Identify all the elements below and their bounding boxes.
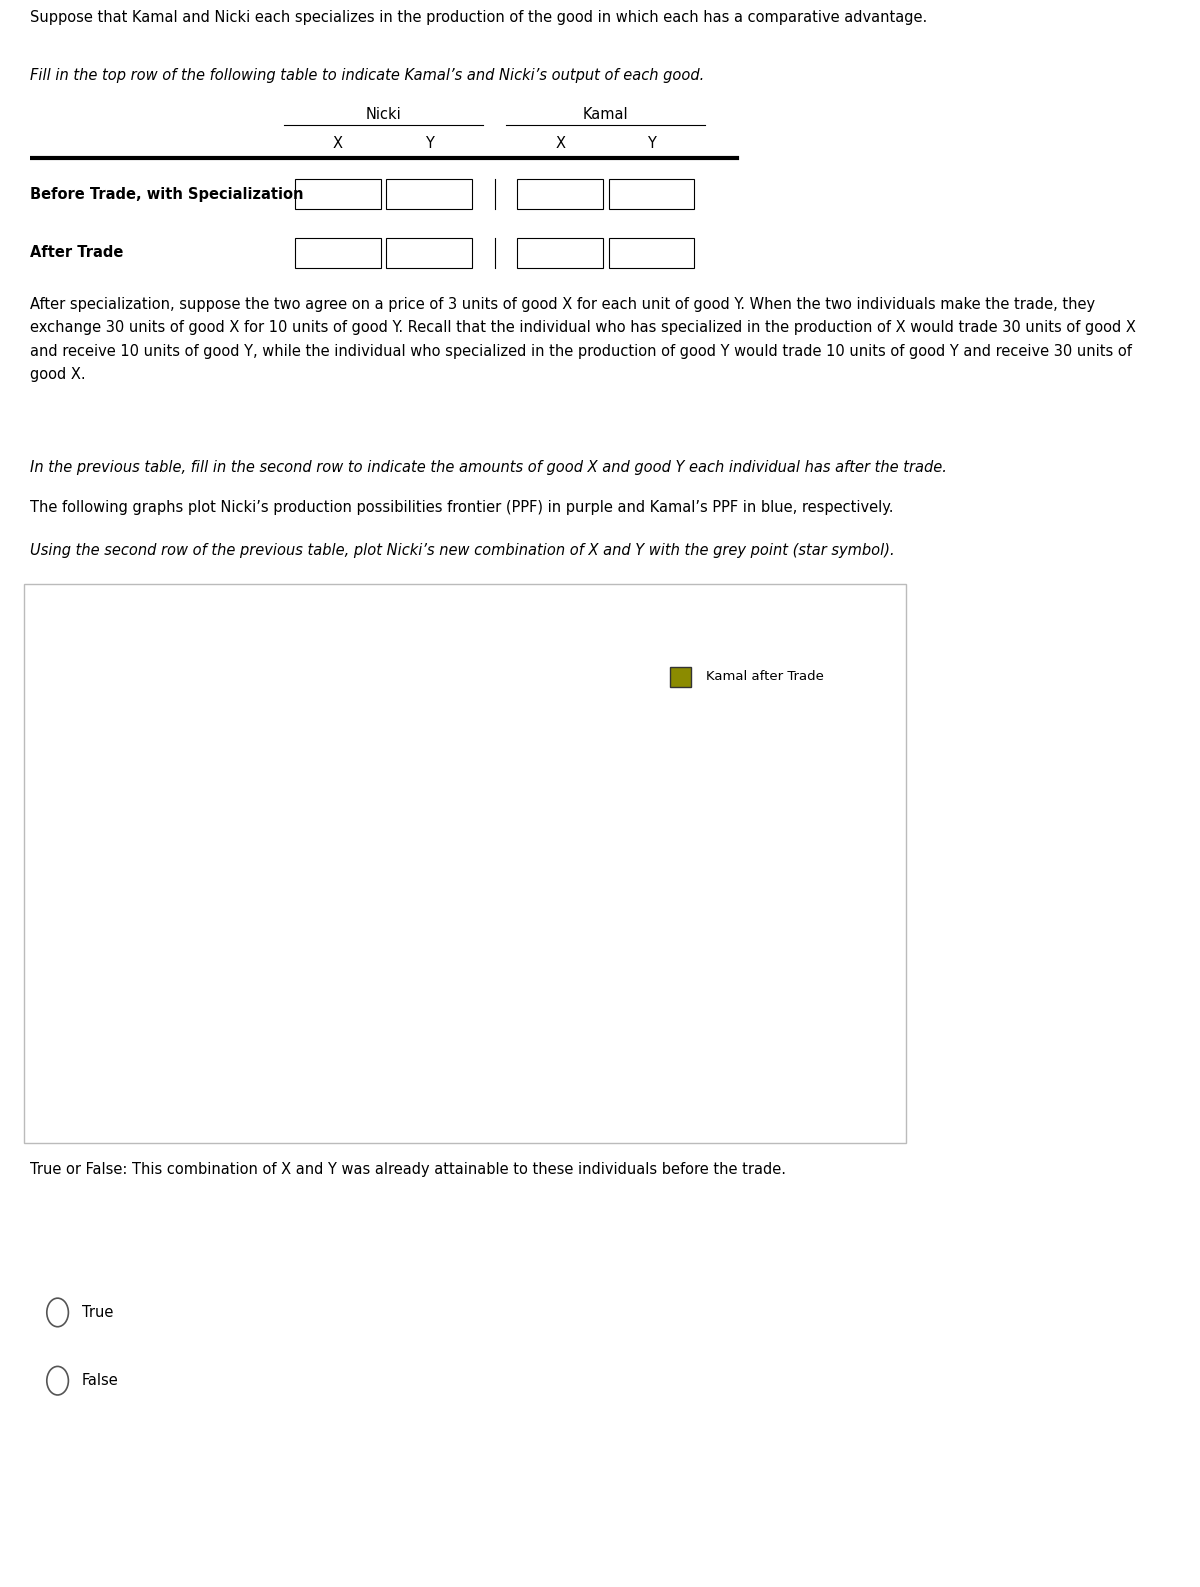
- Text: In the previous table, fill in the second row to indicate the amounts of good X : In the previous table, fill in the secon…: [30, 460, 947, 475]
- Text: Kamal: Kamal: [583, 106, 629, 122]
- Text: X: X: [556, 136, 565, 151]
- Text: Before Trade, with Specialization: Before Trade, with Specialization: [30, 187, 304, 202]
- FancyBboxPatch shape: [386, 238, 472, 268]
- Text: X: X: [332, 136, 343, 151]
- Text: After Trade: After Trade: [30, 246, 124, 260]
- Y-axis label: Y: Y: [61, 849, 70, 863]
- X-axis label: X: X: [470, 1079, 479, 1093]
- Text: Nicki: Nicki: [366, 106, 401, 122]
- Title: Kamal: Kamal: [448, 647, 502, 663]
- Text: False: False: [82, 1373, 119, 1389]
- FancyBboxPatch shape: [608, 238, 694, 268]
- Text: Kamal after Trade: Kamal after Trade: [706, 670, 823, 684]
- FancyBboxPatch shape: [517, 238, 602, 268]
- FancyBboxPatch shape: [295, 238, 380, 268]
- Text: The following graphs plot Nicki’s production possibilities frontier (PPF) in pur: The following graphs plot Nicki’s produc…: [30, 500, 894, 514]
- Text: True: True: [82, 1305, 113, 1320]
- Text: Y: Y: [425, 136, 433, 151]
- FancyBboxPatch shape: [517, 179, 602, 209]
- FancyBboxPatch shape: [295, 179, 380, 209]
- Text: After specialization, suppose the two agree on a price of 3 units of good X for : After specialization, suppose the two ag…: [30, 297, 1136, 382]
- Text: Kamal's PPF: Kamal's PPF: [110, 759, 186, 771]
- Text: Using the second row of the previous table, plot Nicki’s new combination of X an: Using the second row of the previous tab…: [30, 543, 895, 557]
- FancyBboxPatch shape: [608, 179, 694, 209]
- Text: True or False: This combination of X and Y was already attainable to these indiv: True or False: This combination of X and…: [30, 1162, 786, 1176]
- Text: Y: Y: [647, 136, 655, 151]
- Text: Fill in the top row of the following table to indicate Kamal’s and Nicki’s outpu: Fill in the top row of the following tab…: [30, 68, 704, 83]
- Text: Suppose that Kamal and Nicki each specializes in the production of the good in w: Suppose that Kamal and Nicki each specia…: [30, 10, 928, 24]
- FancyBboxPatch shape: [386, 179, 472, 209]
